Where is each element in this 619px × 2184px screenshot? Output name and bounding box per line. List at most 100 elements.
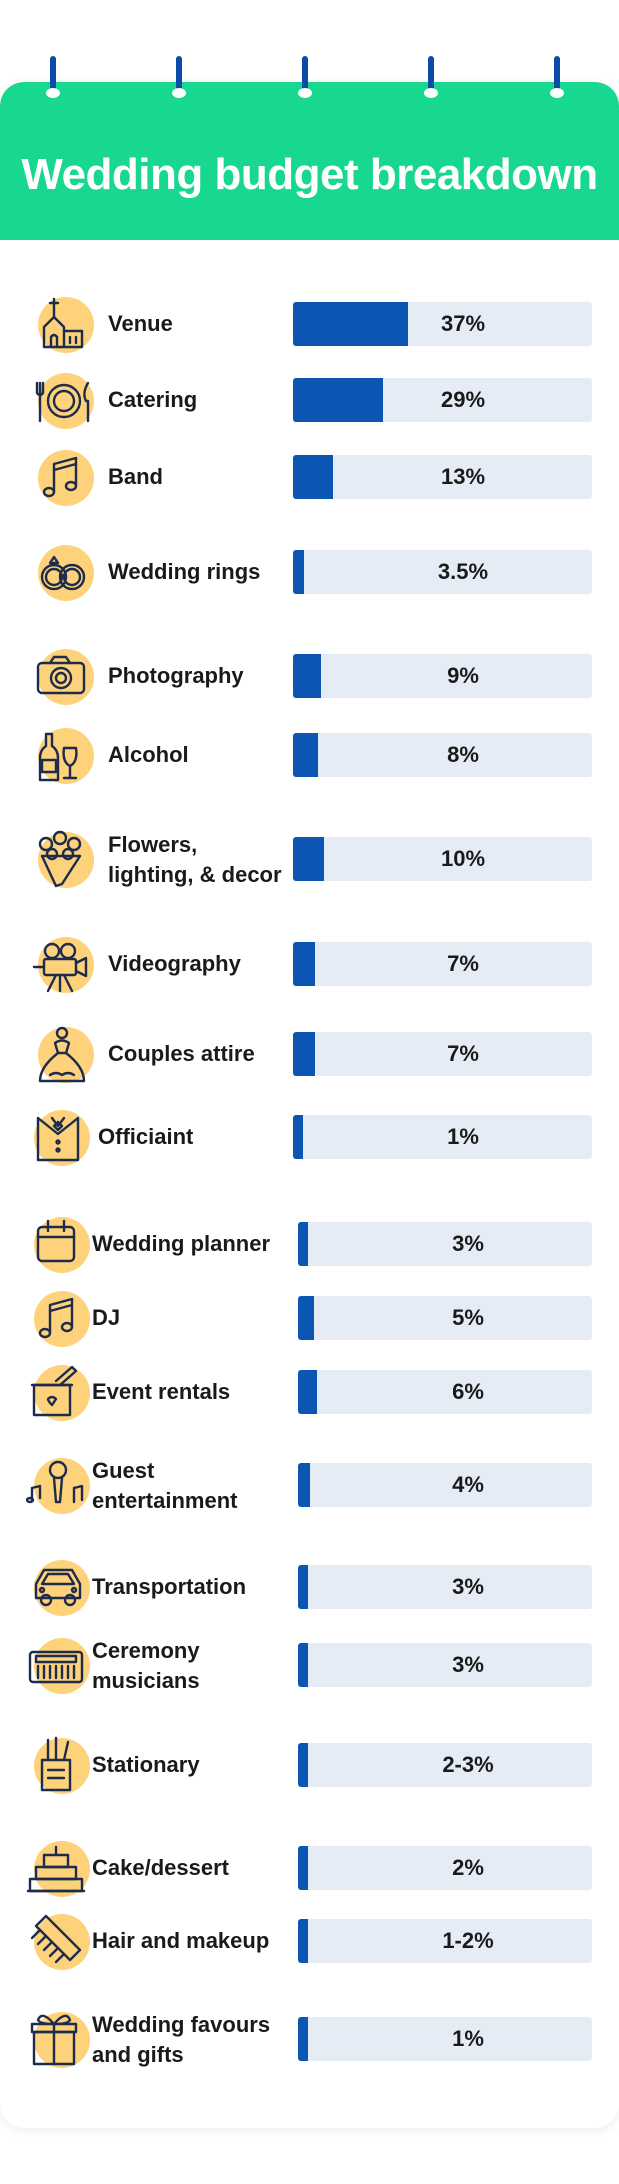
category-label: Ceremony musicians [92,1636,200,1696]
category-label-line: musicians [92,1668,200,1693]
category-label: Event rentals [92,1377,230,1407]
value-label: 10% [440,846,486,871]
bar-track [293,837,592,881]
value-label: 7% [447,951,479,976]
bar-track [293,302,592,346]
value-label: 1% [452,2026,484,2051]
bouquet-icon [30,826,96,892]
bar-fill [293,942,315,986]
calendar-icon [26,1211,92,1277]
category-label-line: entertainment [92,1488,238,1513]
bar-track [298,1743,592,1787]
bar-fill [293,302,408,346]
value-label: 3% [452,1231,484,1256]
microphone-icon [26,1452,92,1518]
bar-fill [298,1743,308,1787]
category-label-line: Flowers, [108,832,198,857]
value-label: 29% [440,387,486,412]
value-label: 7% [447,1041,479,1066]
binder-ring-icon [298,56,312,100]
value-label: 4% [452,1472,484,1497]
category-label: Alcohol [108,740,189,770]
category-label: Photography [108,661,244,691]
binder-ring-icon [172,56,186,100]
bar-track [293,1115,592,1159]
car-icon [26,1554,92,1620]
value-label: 2% [452,1855,484,1880]
category-label-line: lighting, & decor [108,862,282,887]
category-label-line: Officiaint [98,1124,194,1149]
chart-header: Wedding budget breakdown [0,82,619,240]
category-label-line: Couples attire [108,1041,255,1066]
wine-bottle-icon [30,722,96,788]
category-label-line: Cake/dessert [92,1855,229,1880]
category-label-line: Guest [92,1458,155,1483]
category-label-line: Catering [108,387,198,412]
bar-fill [298,1296,314,1340]
keyboard-icon [26,1632,92,1698]
bar-fill [298,1846,308,1890]
value-label: 3.5% [437,559,489,584]
category-label: Transportation [92,1572,246,1602]
value-label: 2-3% [442,1752,494,1777]
bar-fill [293,733,318,777]
binder-ring-icon [550,56,564,100]
value-label: 1% [447,1124,479,1149]
bar-track [298,1846,592,1890]
category-label: DJ [92,1303,120,1333]
category-label: Guest entertainment [92,1456,237,1516]
value-label: 5% [452,1305,484,1330]
gift-icon [26,2006,92,2072]
bar-track [298,1296,592,1340]
bar-track [293,455,592,499]
bar-track [293,654,592,698]
category-label: Hair and makeup [92,1926,269,1956]
category-label: Couples attire [108,1039,255,1069]
category-label: Wedding planner [92,1229,270,1259]
category-label-line: Photography [108,663,244,688]
binder-ring-icon [424,56,438,100]
value-label: 37% [440,311,486,336]
bar-track [298,1463,592,1507]
bar-track [293,550,592,594]
category-label-line: Alcohol [108,742,189,767]
comb-icon [26,1908,92,1974]
bar-fill [298,1222,308,1266]
binder-ring-icon [46,56,60,100]
bar-fill [293,654,321,698]
bar-fill [298,1463,311,1507]
bar-track [293,378,592,422]
category-label: Officiaint [98,1122,193,1152]
music-note-icon [30,444,96,510]
bar-track [293,942,592,986]
category-label: Band [108,462,163,492]
music-note-icon [26,1285,92,1351]
category-label-line: Wedding planner [92,1231,271,1256]
value-label: 1-2% [442,1928,494,1953]
video-camera-icon [30,931,96,997]
bar-fill [298,2017,308,2061]
bar-track [298,1643,592,1687]
bar-track [298,1919,592,1963]
bar-track [298,2017,592,2061]
gift-box-icon [26,1359,92,1425]
bar-fill [293,1115,303,1159]
dress-icon [30,1021,96,1087]
bar-fill [293,550,304,594]
bar-track [298,1565,592,1609]
value-label: 9% [447,663,479,688]
category-label: Catering [108,385,197,415]
bar-fill [293,1032,315,1076]
tuxedo-icon [26,1104,92,1170]
bar-track [293,1032,592,1076]
category-label-line: Event rentals [92,1379,231,1404]
value-label: 3% [452,1652,484,1677]
bar-fill [293,378,383,422]
category-label-line: Hair and makeup [92,1928,270,1953]
rings-icon [30,539,96,605]
chart-title: Wedding budget breakdown [21,150,598,199]
category-label-line: Wedding rings [108,559,261,584]
category-label-line: Band [108,464,163,489]
bar-track [298,1370,592,1414]
category-label: Stationary [92,1750,200,1780]
